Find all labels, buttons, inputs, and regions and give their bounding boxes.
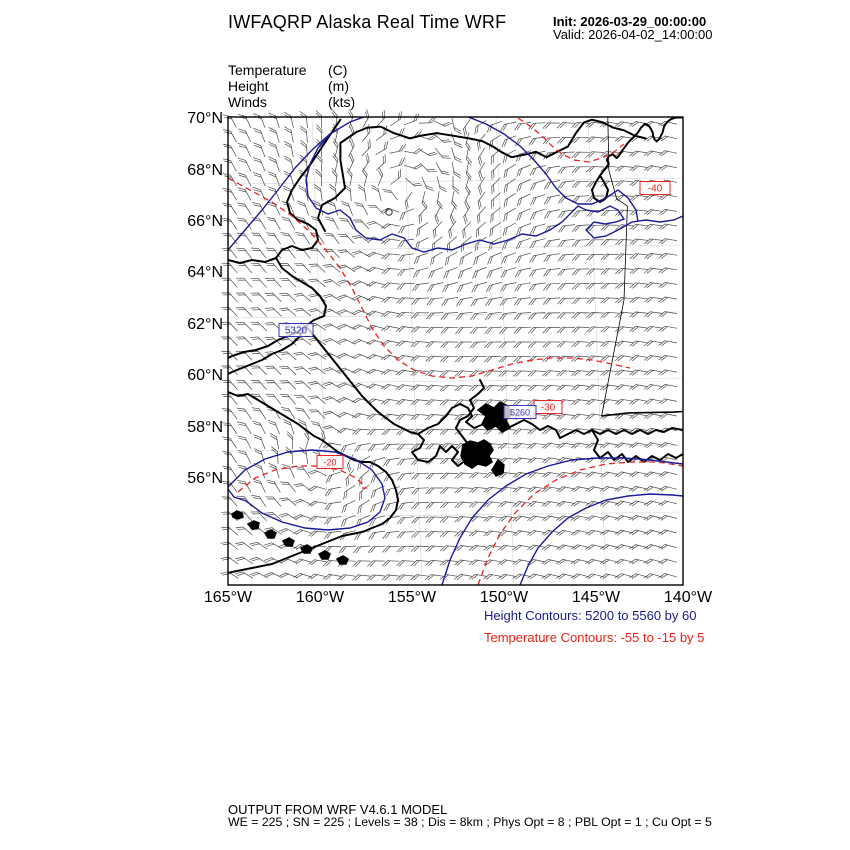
svg-text:-30: -30 — [541, 403, 556, 414]
svg-text:5260: 5260 — [510, 408, 530, 418]
svg-text:-40: -40 — [648, 184, 663, 195]
svg-text:5320: 5320 — [285, 326, 308, 337]
svg-text:-20: -20 — [323, 458, 336, 468]
